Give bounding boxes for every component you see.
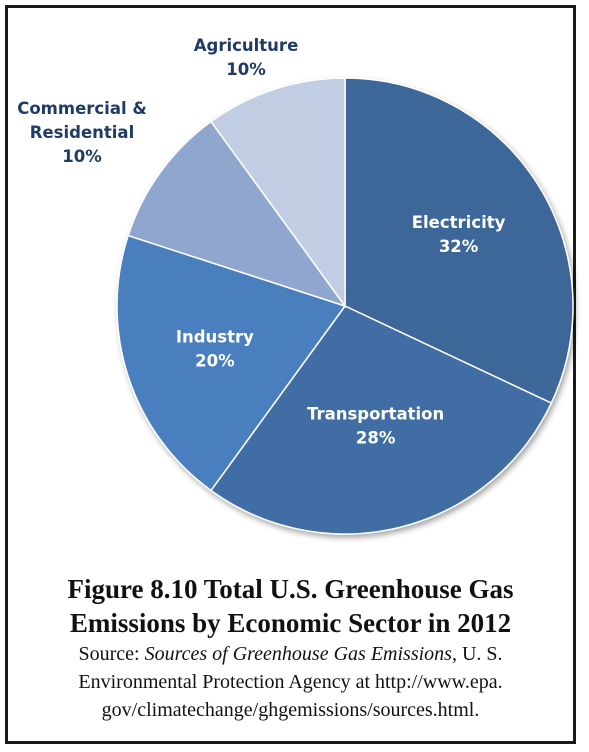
source-title: Sources of Greenhouse Gas Emissions xyxy=(144,643,452,665)
figure-caption-source: Source: Sources of Greenhouse Gas Emissi… xyxy=(8,640,573,724)
caption-source-line-1: Source: Sources of Greenhouse Gas Emissi… xyxy=(8,640,573,668)
figure-caption-title: Figure 8.10 Total U.S. Greenhouse Gas Em… xyxy=(8,572,573,640)
pie-label-name: Agriculture xyxy=(194,36,299,55)
pie-label-industry: Industry 20% xyxy=(176,327,254,370)
source-prefix: Source: xyxy=(78,643,145,665)
caption-source-line-2: Environmental Protection Agency at http:… xyxy=(78,671,503,693)
pie-label-agriculture: Agriculture 10% xyxy=(194,36,299,79)
pie-label-name: Residential xyxy=(30,123,134,142)
pie-label-value: 10% xyxy=(62,147,102,166)
pie-label-value: 32% xyxy=(439,237,479,256)
pie-slice-electricity xyxy=(344,77,574,405)
pie-label-name: Commercial & xyxy=(17,99,147,118)
pie-label-transportation: Transportation 28% xyxy=(307,404,444,447)
pie-slice-agriculture xyxy=(209,77,346,309)
pie-label-value: 28% xyxy=(356,428,396,447)
pie-label-name: Transportation xyxy=(307,404,444,423)
pie-slice-transportation xyxy=(209,305,553,535)
pie-slice-commercial-residential xyxy=(127,120,347,308)
pie-label-value: 20% xyxy=(195,351,235,370)
caption-title-line-1: Figure 8.10 Total U.S. Greenhouse Gas xyxy=(67,574,514,604)
source-line-1-rest: , U. S. xyxy=(451,643,503,665)
pie-label-value: 10% xyxy=(226,60,266,79)
pie-label-name: Industry xyxy=(176,327,254,346)
caption-source-line-3: gov/climatechange/ghgemissions/sources.h… xyxy=(101,699,480,721)
pie-label-electricity: Electricity 32% xyxy=(412,213,506,256)
pie-chart: Electricity 32% Transportation 28% Industry 2… xyxy=(17,36,574,535)
pie-label-commercial-residential: Commercial & Residential 10% xyxy=(17,99,147,166)
pie-slice-industry xyxy=(116,234,347,492)
pie-label-name: Electricity xyxy=(412,213,506,232)
pie-slices xyxy=(116,77,574,535)
caption-title-line-2: Emissions by Economic Sector in 2012 xyxy=(69,608,512,638)
